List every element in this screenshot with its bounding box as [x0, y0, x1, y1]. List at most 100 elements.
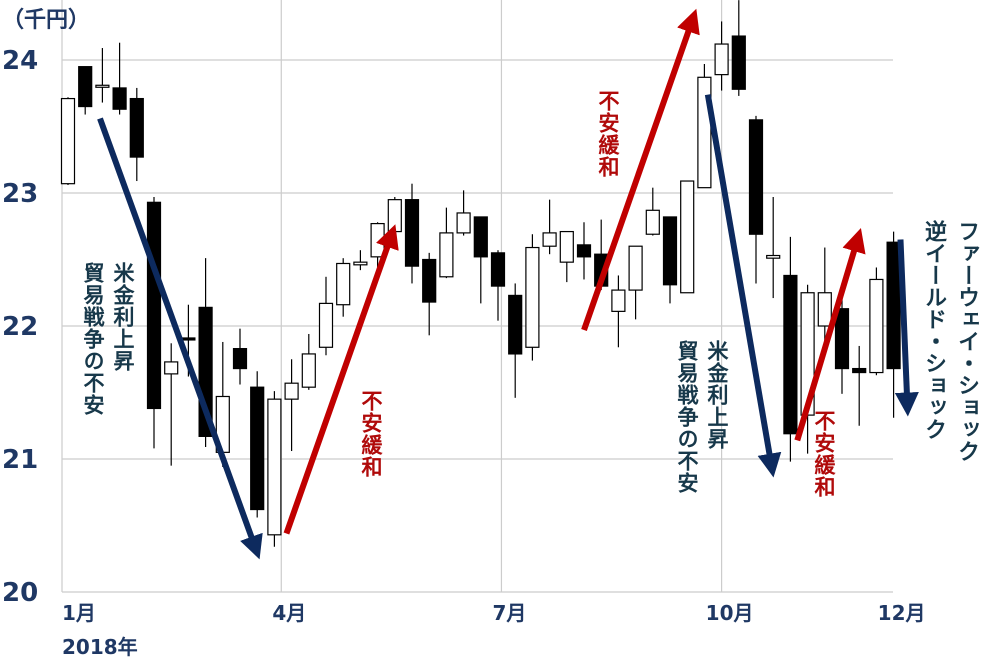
candle [404, 183, 420, 284]
trend-arrows [97, 8, 919, 560]
candle-body-up [611, 289, 626, 312]
candle-body-down [473, 216, 488, 258]
candle [60, 97, 76, 186]
candle-body-up [387, 199, 402, 233]
y-tick-label: 23 [2, 179, 38, 209]
candle [783, 236, 798, 462]
y-tick-label: 21 [2, 445, 38, 475]
candle [422, 252, 437, 336]
candle-body-up [817, 292, 832, 327]
candle-body-down [748, 119, 764, 235]
candle-body-up [284, 382, 299, 400]
annotation-trade-war-2: 貿易戦争の不安 [675, 340, 699, 494]
candle-body-up [525, 246, 540, 348]
candle-body-up [439, 232, 454, 278]
candle-body-down [78, 66, 93, 108]
candle [576, 222, 592, 280]
candle [662, 216, 678, 304]
candle-body-up [645, 209, 660, 235]
candle [834, 283, 850, 394]
annotation-huawei-shock: ファーウェイ・ショック [954, 220, 979, 462]
candle-body-down [112, 87, 127, 110]
candle [800, 284, 815, 454]
y-tick-label: 20 [2, 578, 38, 608]
candle [748, 115, 764, 284]
candle [456, 190, 471, 236]
annotation-inverted-yield-shock: 逆イールド・ショック [921, 220, 946, 440]
candle-body-up [766, 254, 781, 259]
candle [852, 345, 867, 426]
up-trend-arrow [581, 8, 700, 331]
candle [645, 187, 660, 236]
year-label: 2018年 [62, 635, 138, 659]
down-trend-arrow [97, 117, 263, 560]
candle [318, 276, 334, 356]
up-trend-arrow [794, 228, 866, 442]
candle [301, 333, 316, 390]
candle [680, 180, 695, 294]
candle-body-down [490, 252, 506, 287]
candle [129, 87, 144, 182]
candle [886, 231, 901, 418]
candle [697, 63, 712, 189]
candle-body-up [680, 180, 695, 294]
candle [164, 343, 179, 466]
candle-body-up [370, 222, 385, 258]
candle [766, 196, 781, 299]
candle [817, 247, 832, 344]
candle-body-up [542, 232, 557, 247]
annotation-rate-rise-1: 米金利上昇 [111, 262, 135, 372]
candle-body-down [576, 244, 592, 258]
down-trend-arrow [894, 239, 919, 417]
candle-body-down [886, 241, 901, 370]
candle-body-up [714, 43, 729, 76]
candle-body-up [628, 245, 643, 291]
candle-body-down [181, 337, 196, 341]
candle-body-up [559, 230, 574, 263]
candle-body-up [95, 84, 110, 88]
candle [267, 391, 282, 547]
candle-body-down [422, 258, 437, 303]
candles [60, 0, 901, 547]
down-trend-arrow [704, 94, 782, 478]
candle-body-down [783, 274, 798, 435]
annotation-rate-rise-2: 米金利上昇 [705, 340, 729, 450]
candle-body-down [731, 35, 746, 90]
candle [473, 216, 488, 304]
candle-body-up [336, 262, 351, 306]
annotation-trade-war-1: 貿易戦争の不安 [81, 262, 105, 416]
candle-body-down [404, 199, 420, 267]
candle-body-up [353, 261, 368, 266]
candle-body-down [852, 367, 867, 374]
x-tick-label: 7月 [492, 601, 526, 625]
candle [542, 199, 557, 255]
candle [490, 250, 506, 321]
candle [95, 48, 110, 103]
candle-body-down [146, 201, 162, 410]
candle [611, 275, 626, 348]
candle-body-up [456, 212, 471, 234]
candle [353, 250, 368, 271]
candle [336, 258, 351, 317]
candle-body-down [129, 97, 144, 158]
y-tick-label: 24 [2, 46, 38, 76]
gridlines [61, 0, 893, 593]
x-tick-label: 10月 [706, 601, 754, 625]
candle [232, 328, 248, 385]
candle [387, 196, 402, 235]
candle [284, 359, 299, 452]
candle [559, 230, 574, 283]
candle [714, 21, 729, 91]
x-tick-label: 1月 [62, 601, 96, 625]
x-axis: 1月 4月 7月 10月 12月 2018年 [62, 601, 926, 659]
candle-body-down [508, 294, 523, 355]
candle-body-down [250, 386, 265, 511]
candle-body-up [301, 353, 316, 388]
candle-body-up [318, 302, 334, 348]
annotation-relief-2: 不安緩和 [596, 90, 620, 178]
candle-body-down [662, 216, 678, 286]
candle-body-up [869, 278, 884, 374]
candle [508, 283, 523, 398]
unit-label: （千円） [2, 8, 91, 33]
candle [112, 42, 127, 115]
